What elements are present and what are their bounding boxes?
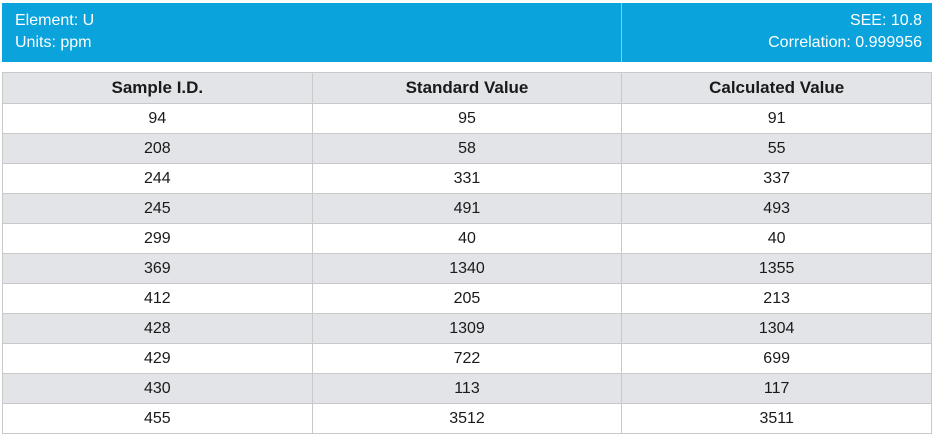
results-table: Sample I.D. Standard Value Calculated Va… xyxy=(2,72,932,434)
sample-id-cell: 299 xyxy=(2,223,313,254)
table-row: 94 95 91 xyxy=(2,103,932,134)
calculated-value-cell: 117 xyxy=(621,373,932,404)
table-row: 412 205 213 xyxy=(2,283,932,314)
standard-value-cell: 1309 xyxy=(311,313,623,344)
standard-value-cell: 58 xyxy=(311,133,623,164)
table-row: 244 331 337 xyxy=(2,163,932,194)
table-row: 208 58 55 xyxy=(2,133,932,164)
sample-id-cell: 245 xyxy=(2,193,313,224)
table-row: 245 491 493 xyxy=(2,193,932,224)
standard-value-cell: 722 xyxy=(311,343,623,374)
sample-id-cell: 244 xyxy=(2,163,313,194)
sample-id-cell: 429 xyxy=(2,343,313,374)
table-row: 430 113 117 xyxy=(2,373,932,404)
standard-value-cell: 491 xyxy=(311,193,623,224)
sample-id-cell: 369 xyxy=(2,253,313,284)
see-label: SEE: 10.8 xyxy=(849,12,922,29)
calculated-value-cell: 493 xyxy=(621,193,932,224)
standard-value-cell: 113 xyxy=(311,373,623,404)
sample-id-cell: 208 xyxy=(2,133,313,164)
calculated-value-cell: 1355 xyxy=(621,253,932,284)
standard-value-cell: 40 xyxy=(311,223,623,254)
table-body: 94 95 91 208 58 55 244 331 337 245 491 493 299 40 40 36… xyxy=(2,103,932,434)
column-header-standard-value: Standard Value xyxy=(311,72,623,104)
standard-value-cell: 3512 xyxy=(311,403,623,434)
calculated-value-cell: 3511 xyxy=(621,403,932,434)
calculated-value-cell: 55 xyxy=(621,133,932,164)
table-row: 429 722 699 xyxy=(2,343,932,374)
units-label: Units: ppm xyxy=(15,34,92,51)
sample-id-cell: 94 xyxy=(2,103,313,134)
sample-id-cell: 430 xyxy=(2,373,313,404)
element-label: Element: U xyxy=(15,12,95,29)
calculated-value-cell: 699 xyxy=(621,343,932,374)
standard-value-cell: 95 xyxy=(311,103,623,134)
summary-header: Element: U Units: ppm SEE: 10.8 Correlat… xyxy=(2,3,932,62)
table-row: 455 3512 3511 xyxy=(2,403,932,434)
sample-id-cell: 412 xyxy=(2,283,313,314)
sample-id-cell: 455 xyxy=(2,403,313,434)
calculated-value-cell: 337 xyxy=(621,163,932,194)
sample-id-cell: 428 xyxy=(2,313,313,344)
calculated-value-cell: 1304 xyxy=(621,313,932,344)
statistics-info: SEE: 10.8 Correlation: 0.999956 xyxy=(622,3,932,62)
standard-value-cell: 205 xyxy=(311,283,623,314)
element-info: Element: U Units: ppm xyxy=(2,3,622,62)
standard-value-cell: 1340 xyxy=(311,253,623,284)
table-header-row: Sample I.D. Standard Value Calculated Va… xyxy=(2,72,932,104)
correlation-label: Correlation: 0.999956 xyxy=(768,34,922,51)
column-header-sample-id: Sample I.D. xyxy=(2,72,313,104)
calculated-value-cell: 91 xyxy=(621,103,932,134)
standard-value-cell: 331 xyxy=(311,163,623,194)
table-row: 299 40 40 xyxy=(2,223,932,254)
table-row: 369 1340 1355 xyxy=(2,253,932,284)
calculated-value-cell: 213 xyxy=(621,283,932,314)
column-header-calculated-value: Calculated Value xyxy=(621,72,932,104)
table-row: 428 1309 1304 xyxy=(2,313,932,344)
calculated-value-cell: 40 xyxy=(621,223,932,254)
